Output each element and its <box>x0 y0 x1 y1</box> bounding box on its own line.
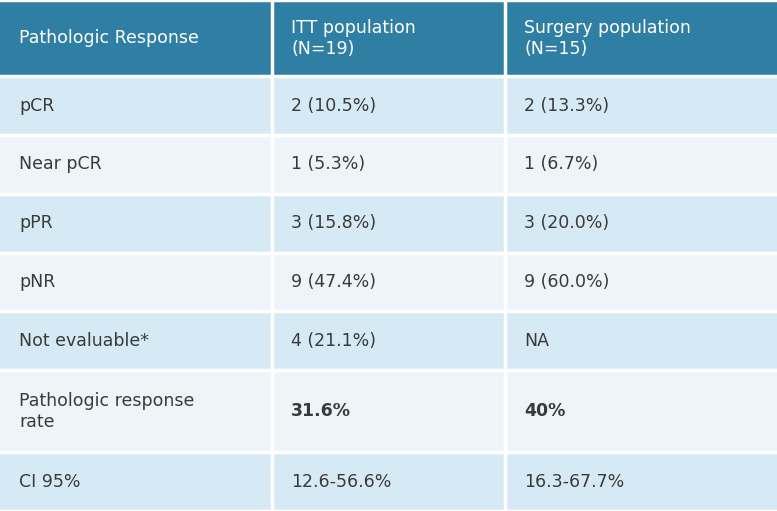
Bar <box>505 252 777 311</box>
Bar <box>0 370 272 452</box>
Text: 3 (20.0%): 3 (20.0%) <box>524 214 610 232</box>
Text: 1 (5.3%): 1 (5.3%) <box>291 155 365 173</box>
Text: 3 (15.8%): 3 (15.8%) <box>291 214 377 232</box>
Bar <box>0 76 272 135</box>
Text: 16.3-67.7%: 16.3-67.7% <box>524 473 625 491</box>
Text: 4 (21.1%): 4 (21.1%) <box>291 332 376 350</box>
Text: 12.6-56.6%: 12.6-56.6% <box>291 473 392 491</box>
Text: CI 95%: CI 95% <box>19 473 81 491</box>
Bar <box>272 76 505 135</box>
Bar <box>272 452 505 511</box>
Bar <box>0 452 272 511</box>
Text: Pathologic response
rate: Pathologic response rate <box>19 392 195 431</box>
Text: pCR: pCR <box>19 97 55 115</box>
Bar <box>505 370 777 452</box>
Text: Near pCR: Near pCR <box>19 155 102 173</box>
Text: 9 (47.4%): 9 (47.4%) <box>291 273 376 291</box>
Text: ITT population
(N=19): ITT population (N=19) <box>291 19 416 58</box>
Bar <box>272 311 505 370</box>
Bar <box>505 135 777 194</box>
Bar <box>505 194 777 252</box>
Text: Pathologic Response: Pathologic Response <box>19 29 199 47</box>
Bar <box>0 135 272 194</box>
Bar <box>272 370 505 452</box>
Bar <box>272 135 505 194</box>
Text: 40%: 40% <box>524 402 566 420</box>
Bar <box>272 194 505 252</box>
Bar <box>272 252 505 311</box>
Bar <box>0 311 272 370</box>
Text: pNR: pNR <box>19 273 56 291</box>
Text: NA: NA <box>524 332 549 350</box>
Text: 1 (6.7%): 1 (6.7%) <box>524 155 599 173</box>
Bar <box>272 0 505 76</box>
Bar <box>0 252 272 311</box>
Bar <box>0 0 272 76</box>
Bar <box>505 311 777 370</box>
Text: 9 (60.0%): 9 (60.0%) <box>524 273 610 291</box>
Text: Surgery population
(N=15): Surgery population (N=15) <box>524 19 692 58</box>
Text: Not evaluable*: Not evaluable* <box>19 332 149 350</box>
Bar <box>0 194 272 252</box>
Bar <box>505 76 777 135</box>
Text: 31.6%: 31.6% <box>291 402 351 420</box>
Text: 2 (10.5%): 2 (10.5%) <box>291 97 377 115</box>
Bar <box>505 0 777 76</box>
Bar <box>505 452 777 511</box>
Text: 2 (13.3%): 2 (13.3%) <box>524 97 610 115</box>
Text: pPR: pPR <box>19 214 53 232</box>
